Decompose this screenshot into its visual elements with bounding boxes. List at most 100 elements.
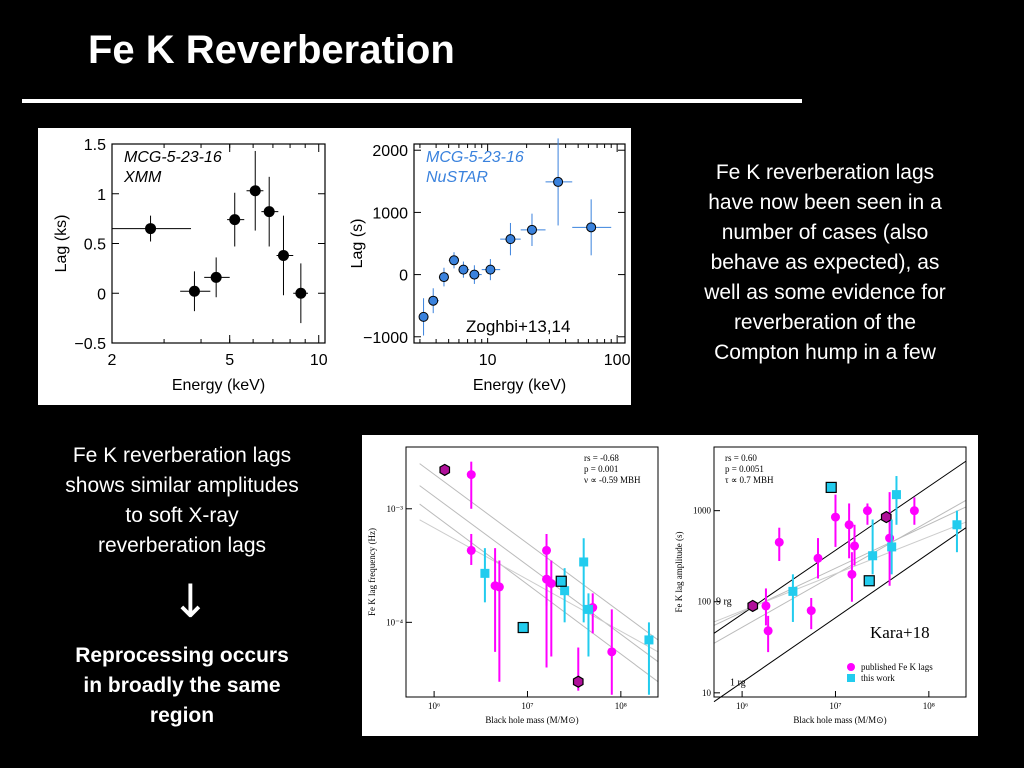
x-tick-label: 2 — [108, 352, 117, 369]
x-tick-label: 10⁶ — [736, 701, 748, 711]
fit-line — [419, 503, 659, 683]
y-tick-label: 1000 — [372, 205, 408, 222]
data-point — [449, 255, 460, 266]
line-label: 9 rg — [716, 597, 732, 608]
data-point — [885, 533, 895, 543]
data-point — [862, 506, 872, 516]
data-point — [774, 537, 784, 547]
text-line: shows similar amplitudes — [65, 474, 299, 497]
data-point — [586, 222, 597, 233]
y-axis-label: Lag (s) — [349, 219, 366, 269]
data-point — [555, 575, 567, 587]
data-point — [909, 506, 919, 516]
data-point — [868, 551, 878, 561]
top-figure: 1.5 1 0.5 0 −0.5 2 5 10 Energy (keV) Lag (ks) MCG-… — [38, 128, 631, 405]
data-point — [806, 606, 816, 616]
chart-annotation: NuSTAR — [426, 169, 488, 186]
y-tick-label: 10⁻³ — [387, 504, 404, 514]
data-point — [229, 214, 241, 226]
data-point — [466, 545, 476, 555]
data-point — [418, 311, 429, 322]
lag-amplitude-chart: 1000 100 10 10⁶ 10⁷ 10⁸ Black hole mass (M/M⊙)… — [674, 446, 967, 725]
text-line: Fe K reverberation lags — [72, 444, 292, 467]
text-line: Fe K reverberation lags — [715, 161, 935, 184]
data-point — [469, 269, 480, 280]
plot-frame — [413, 143, 626, 344]
fit-line — [419, 463, 659, 641]
data-point — [295, 287, 307, 299]
chart-annotation: MCG-5-23-16 — [124, 149, 222, 166]
data-point — [607, 647, 617, 657]
text-line: have now been seen in a — [708, 191, 942, 214]
x-tick-label: 10⁶ — [428, 701, 440, 711]
data-point — [847, 569, 857, 579]
data-point — [583, 604, 593, 614]
chart-annotation: rs = -0.68 — [584, 453, 619, 463]
fit-line — [713, 527, 967, 703]
text-line: behave as expected), as — [710, 251, 940, 274]
data-point — [747, 599, 759, 613]
data-point — [188, 285, 200, 297]
data-point — [952, 520, 962, 530]
text-line: in broadly the same — [83, 674, 281, 697]
data-point — [542, 545, 552, 555]
x-tick-label: 10⁷ — [521, 701, 533, 711]
x-axis-label: Energy (keV) — [473, 377, 566, 394]
x-tick-label: 10 — [310, 352, 328, 369]
text-line: to soft X-ray — [125, 504, 239, 527]
data-point — [517, 621, 529, 634]
chart-annotation: XMM — [123, 169, 162, 186]
chart-annotation: ν ∝ -0.59 MBH — [584, 475, 641, 485]
x-tick-label: 5 — [225, 352, 234, 369]
y-tick-label: 2000 — [372, 143, 408, 160]
citation-box — [461, 312, 611, 338]
x-tick-label: 100 — [604, 352, 631, 369]
chart-annotation: rs = 0.60 — [725, 453, 757, 463]
data-point — [572, 675, 584, 688]
legend-marker — [847, 663, 855, 671]
data-point — [438, 272, 449, 283]
legend-entry: this work — [861, 673, 895, 683]
text-line: reverberation lags — [97, 534, 267, 557]
down-arrow-icon: ↓ — [171, 574, 210, 628]
y-tick-label: 100 — [698, 597, 712, 607]
chart-annotation: τ ∝ 0.7 MBH — [725, 475, 774, 485]
title-underline — [22, 99, 802, 103]
y-tick-label: 0 — [97, 286, 106, 303]
y-axis-label: Fe K lag amplitude (s) — [674, 532, 684, 613]
data-point — [763, 626, 773, 636]
bottom-figure: 10⁻³ 10⁻⁴ 10⁶ 10⁷ 10⁸ Black hole mass (M/M⊙) F… — [362, 435, 978, 736]
chart-annotation: MCG-5-23-16 — [426, 149, 524, 166]
chart-annotation: p = 0.0051 — [725, 464, 764, 474]
data-point — [505, 234, 516, 245]
plot-frame — [713, 446, 967, 698]
y-tick-label: 0.5 — [84, 237, 106, 254]
text-line: reverberation of the — [733, 311, 917, 334]
data-point — [494, 582, 504, 592]
data-point — [249, 185, 261, 197]
data-point — [553, 176, 564, 187]
data-point — [485, 264, 496, 275]
y-tick-label: 1.5 — [84, 137, 106, 154]
x-tick-label: 10 — [479, 352, 497, 369]
data-point — [880, 510, 892, 524]
x-tick-label: 10⁸ — [615, 701, 627, 711]
y-tick-label: 1 — [97, 187, 106, 204]
legend-marker — [847, 674, 855, 682]
text-line: Compton hump in a few — [714, 341, 936, 364]
citation-label: Zoghbi+13,14 — [466, 317, 570, 336]
text-line: well as some evidence for — [704, 281, 946, 304]
data-point — [210, 271, 222, 283]
y-tick-label: 1000 — [693, 506, 712, 516]
data-point — [145, 223, 157, 235]
data-point — [458, 264, 469, 275]
data-point — [887, 542, 897, 552]
y-axis-label: Fe K lag frequency (Hz) — [367, 528, 377, 616]
data-point — [263, 206, 275, 218]
data-point — [579, 557, 589, 567]
y-tick-label: −0.5 — [74, 336, 106, 353]
slide-title: Fe K Reverberation — [88, 28, 455, 72]
data-point — [526, 224, 537, 235]
nustar-lag-chart: 2000 1000 0 −1000 10 100 Energy (keV) Lag (s) MC… — [349, 138, 631, 394]
left-description: Fe K reverberation lags shows similar am… — [22, 441, 342, 561]
